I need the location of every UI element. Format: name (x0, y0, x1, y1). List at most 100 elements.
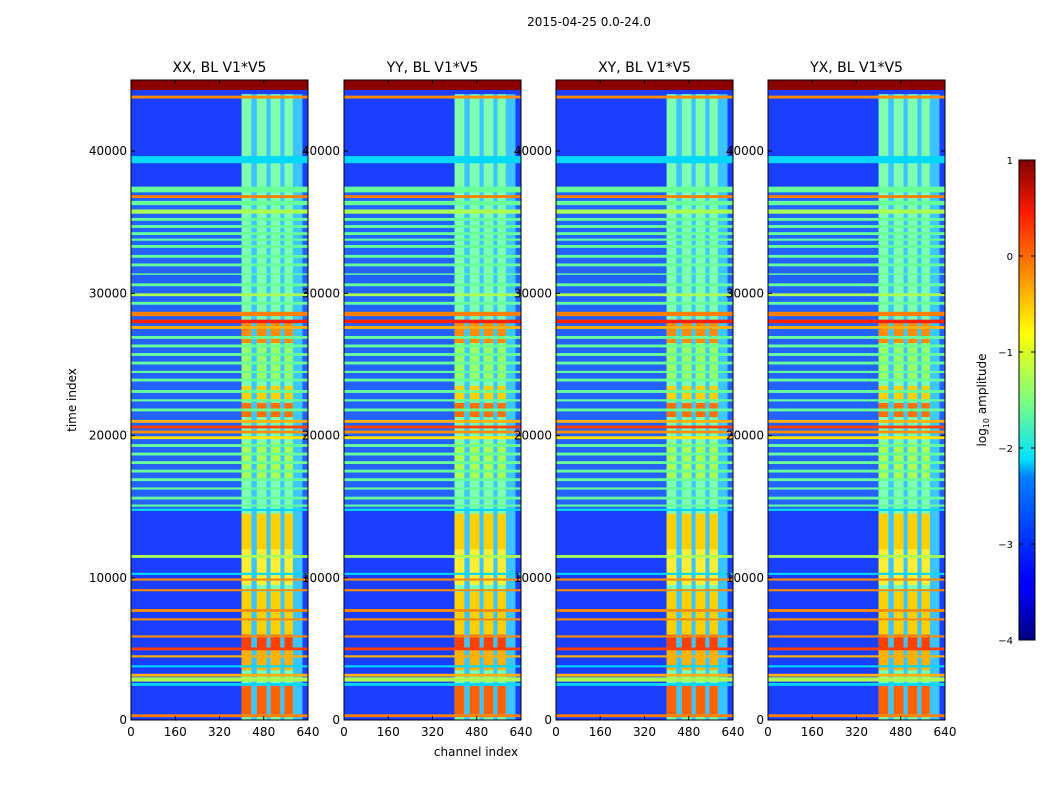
y-tick-label: 30000 (726, 286, 764, 300)
rfi-block (681, 592, 692, 635)
time-stripe (344, 673, 521, 677)
time-stripe (768, 217, 945, 221)
rfi-block (454, 343, 465, 379)
time-stripe (556, 444, 733, 447)
x-tick-label: 640 (934, 725, 957, 739)
time-stripe (768, 390, 945, 393)
y-tick-label: 20000 (89, 429, 127, 443)
panel-title: YX, BL V1*V5 (809, 60, 903, 76)
time-stripe (344, 555, 521, 558)
rfi-block (666, 592, 677, 635)
rfi-block (497, 648, 506, 671)
time-stripe (768, 399, 945, 402)
y-axis-label: time index (65, 368, 79, 432)
time-stripe (131, 589, 308, 592)
y-tick-label: 10000 (726, 571, 764, 585)
time-stripe (768, 195, 945, 199)
x-axis-label: channel index (434, 745, 518, 759)
time-stripe (344, 578, 521, 581)
time-stripe (768, 336, 945, 339)
time-stripe (768, 263, 945, 267)
time-stripe (556, 283, 733, 287)
colorbar-label-base: log (975, 428, 989, 446)
rfi-block (907, 442, 918, 479)
time-stripe (344, 209, 521, 214)
time-stripe (344, 419, 521, 423)
time-stripe (131, 263, 308, 267)
rfi-block (256, 648, 267, 671)
rfi-block (483, 513, 494, 550)
time-stripe (556, 244, 733, 248)
time-stripe (131, 444, 308, 447)
time-stripe (556, 635, 733, 638)
panel-xy: XY, BL V1*V5 0 160 320 480 640 0 10000 20000 3000… (514, 60, 745, 739)
time-stripe (768, 496, 945, 500)
rfi-block (497, 513, 506, 550)
time-stripe (556, 469, 733, 473)
rfi-block (454, 592, 465, 635)
x-tick-label: 0 (764, 725, 772, 739)
time-stripe (131, 186, 308, 193)
time-stripe (131, 618, 308, 621)
time-stripe (768, 478, 945, 482)
time-stripe (556, 95, 733, 99)
time-stripe (556, 311, 733, 317)
rfi-block (270, 549, 281, 585)
time-stripe (768, 344, 945, 348)
rfi-block (270, 321, 281, 344)
rfi-block (878, 513, 889, 550)
time-stripe (131, 156, 308, 164)
time-stripe (344, 665, 521, 668)
time-stripe (556, 319, 733, 324)
rfi-block (469, 549, 480, 585)
time-stripe (556, 238, 733, 241)
panel-xx: XX, BL V1*V5 0 160 320 480 640 0 10000 20000 3000… (89, 60, 320, 739)
time-stripe (768, 301, 945, 305)
y-tick-label: 10000 (302, 571, 340, 585)
x-tick-label: 480 (677, 725, 700, 739)
time-stripe (344, 186, 521, 193)
time-stripe (768, 508, 945, 511)
time-stripe (768, 444, 945, 447)
rfi-block (284, 513, 293, 550)
rfi-block (284, 648, 293, 671)
time-stripe (768, 319, 945, 324)
time-stripe (556, 430, 733, 434)
rfi-block (878, 648, 889, 671)
rfi-block (241, 343, 252, 379)
rfi-block (878, 549, 889, 585)
time-stripe (131, 293, 308, 297)
rfi-block (469, 343, 480, 379)
time-stripe (768, 461, 945, 464)
rfi-block (454, 684, 465, 715)
time-stripe (131, 232, 308, 236)
rfi-block (483, 442, 494, 479)
time-stripe (556, 425, 733, 429)
time-stripe (768, 273, 945, 275)
rfi-block (709, 592, 718, 635)
rfi-block (270, 684, 281, 715)
time-stripe (556, 390, 733, 393)
rfi-block (454, 513, 465, 550)
time-stripe (768, 589, 945, 592)
time-stripe (344, 635, 521, 638)
time-stripe (344, 283, 521, 287)
time-stripe (344, 293, 521, 297)
time-stripe (768, 232, 945, 236)
x-tick-label: 160 (801, 725, 824, 739)
rfi-block (709, 549, 718, 585)
rfi-block (270, 592, 281, 635)
time-stripe (344, 344, 521, 348)
x-tick-label: 640 (722, 725, 745, 739)
time-stripe (768, 452, 945, 456)
time-stripe (131, 273, 308, 275)
rfi-block (469, 648, 480, 671)
rfi-block (921, 648, 930, 671)
rfi-block (256, 684, 267, 715)
rfi-block (878, 592, 889, 635)
time-stripe (768, 469, 945, 473)
time-stripe (344, 200, 521, 206)
rfi-block (666, 684, 677, 715)
time-stripe (556, 436, 733, 440)
